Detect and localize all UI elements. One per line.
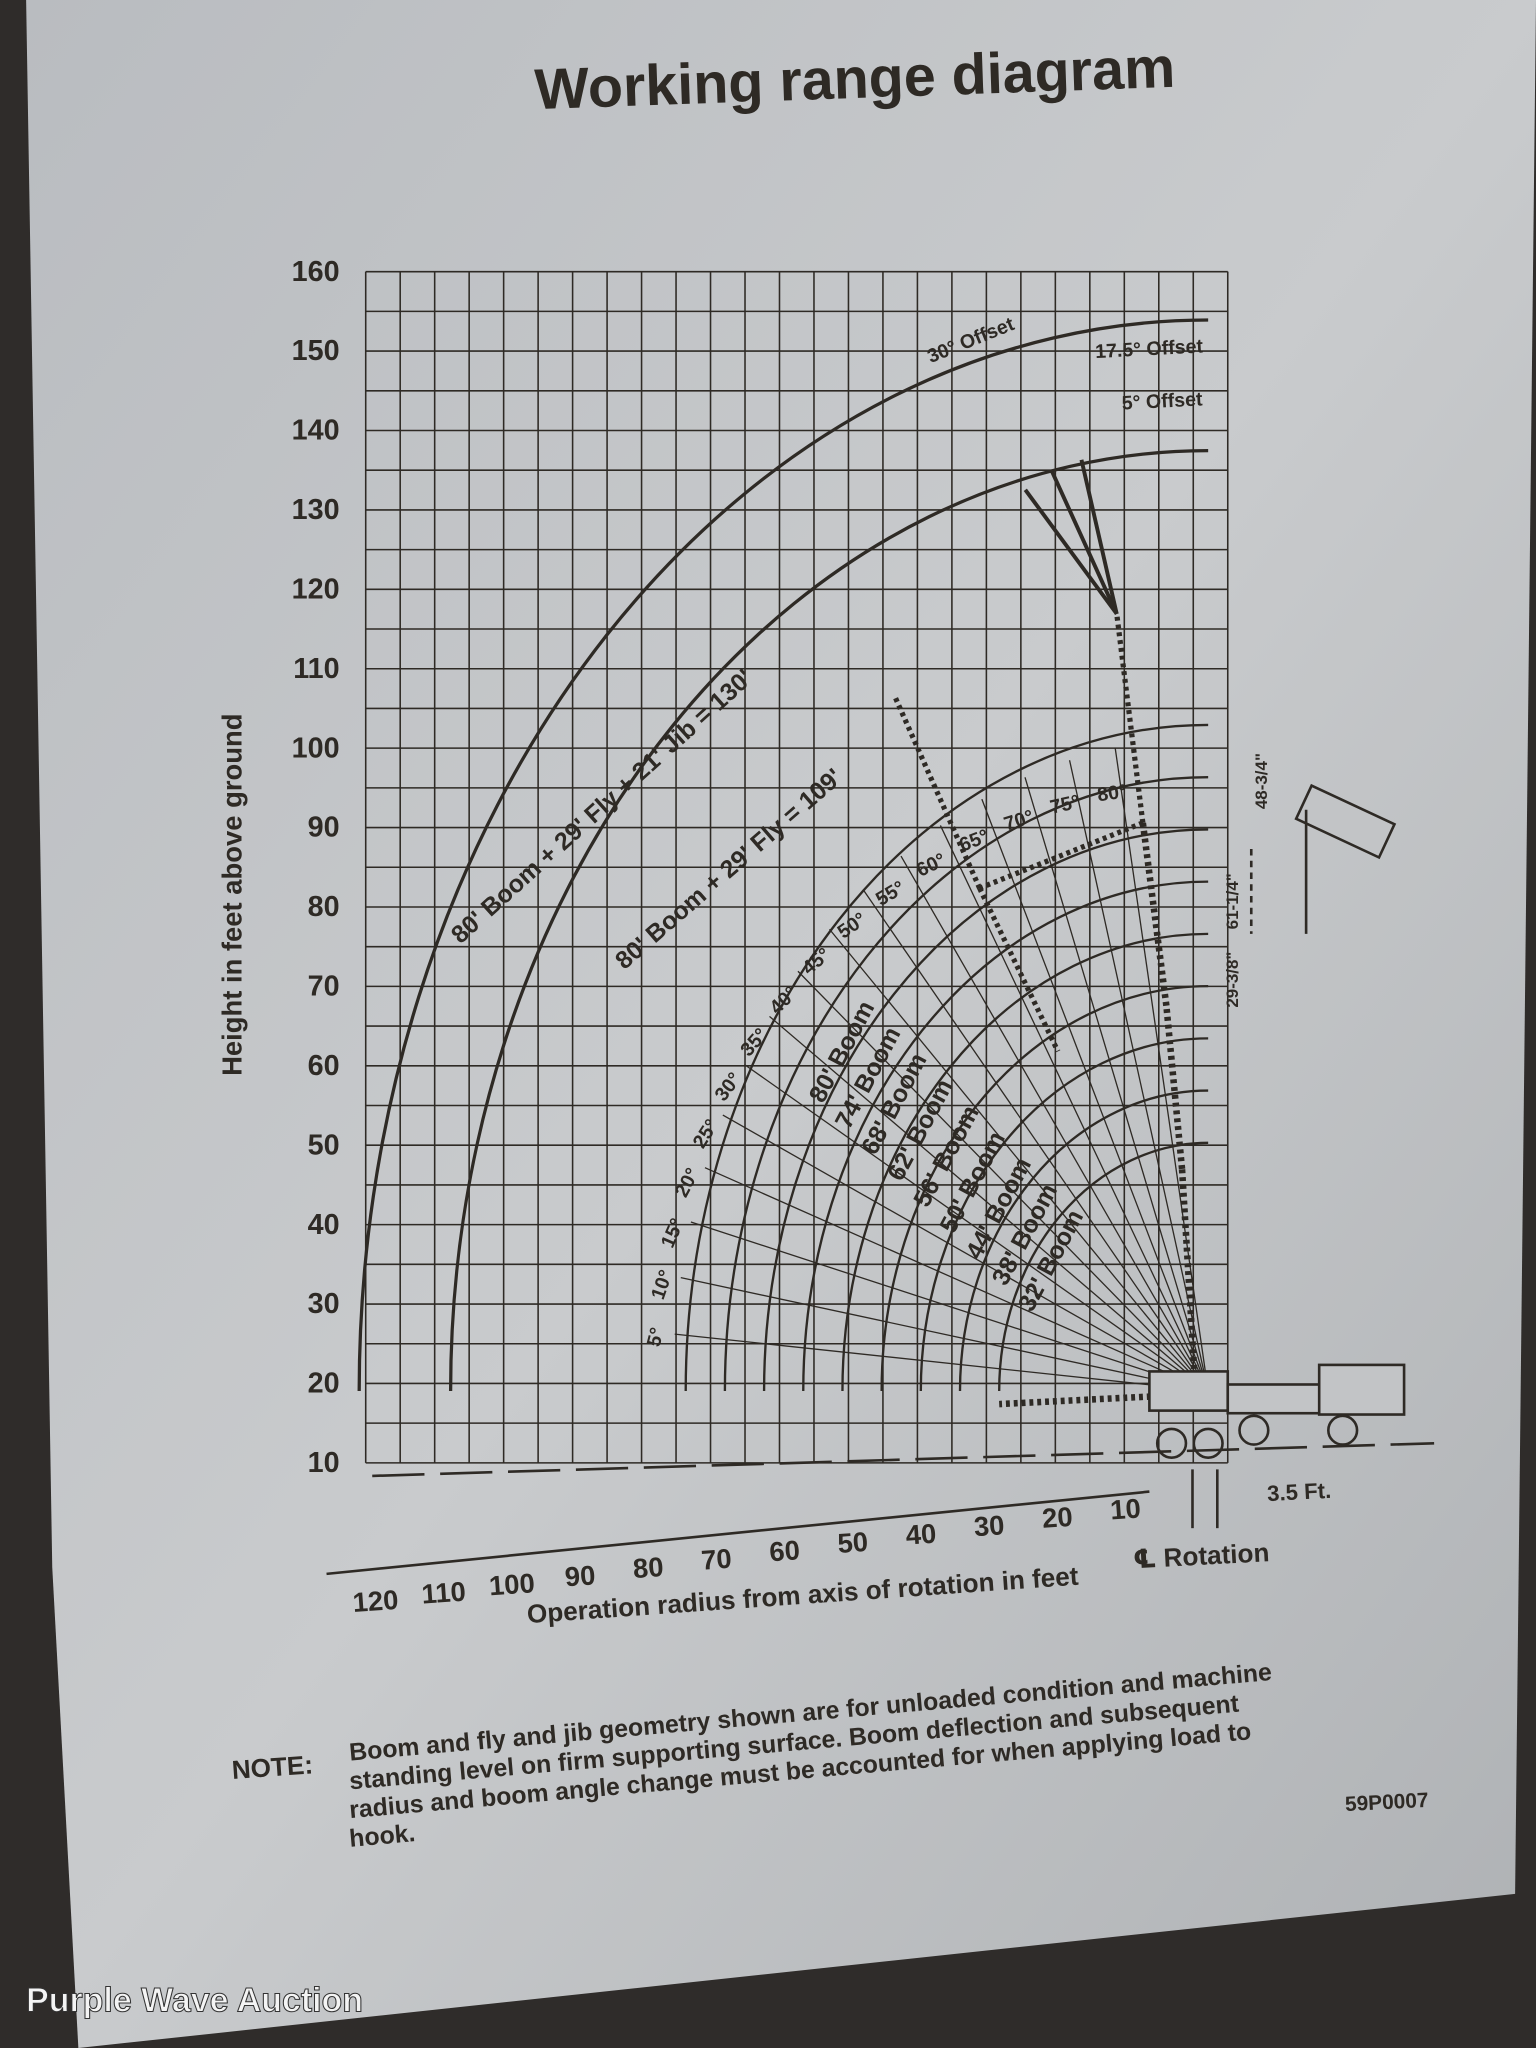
angle-line (863, 890, 1209, 1392)
y-tick-label: 20 (308, 1368, 340, 1400)
y-axis-label: Height in feet above ground (217, 713, 248, 1075)
boom-50 (1163, 1005, 1186, 1170)
angle-label: 80° (1096, 780, 1128, 806)
angle-line (704, 1167, 1209, 1392)
cab (1317, 1363, 1406, 1416)
range-arc (723, 775, 1209, 1392)
angle-line (769, 1015, 1209, 1392)
y-tick-label: 90 (308, 812, 340, 844)
range-arc (448, 448, 1209, 1392)
angle-line (690, 1221, 1209, 1392)
angle-line (1068, 760, 1209, 1392)
y-tick-label: 10 (308, 1447, 340, 1479)
ground-line (372, 1441, 1435, 1478)
carrier (1226, 1383, 1334, 1415)
rotation-label: ℄ Rotation (1132, 1537, 1270, 1574)
note-label: NOTE: (231, 1749, 314, 1785)
range-arc (998, 1141, 1209, 1392)
angle-line (797, 970, 1209, 1392)
range-arc (841, 932, 1209, 1392)
wheel (1192, 1427, 1224, 1459)
angle-line (744, 1063, 1209, 1392)
jib-5 (1079, 459, 1119, 615)
jib-30 (1023, 488, 1119, 616)
angle-line (900, 855, 1209, 1392)
note-line: hook. (348, 1820, 416, 1853)
watermark: Purple Wave Auction (26, 1981, 363, 2019)
x-tick-label: 120 (352, 1584, 400, 1618)
crane-base (1148, 1370, 1230, 1412)
angle-line (828, 928, 1209, 1392)
y-tick-label: 80 (308, 891, 340, 923)
angle-line (1114, 747, 1209, 1392)
x-tick-label: 100 (488, 1567, 536, 1601)
hook-dim: 29-3/8" (1223, 952, 1242, 1008)
boom-horizontal (999, 1391, 1183, 1408)
code: 59P0007 (1344, 1789, 1429, 1816)
y-tick-label: 30 (308, 1288, 340, 1320)
angle-line (680, 1276, 1209, 1392)
x-tick-label: 90 (564, 1559, 597, 1592)
fly-stowed (977, 887, 1061, 1053)
angle-label: 5° (643, 1325, 669, 1349)
y-tick-label: 120 (292, 573, 340, 605)
y-tick-label: 110 (293, 653, 339, 685)
hook-block (1294, 783, 1397, 860)
x-tick-label: 10 (1109, 1492, 1142, 1525)
range-arc (357, 318, 1209, 1392)
range-arc (762, 828, 1209, 1392)
y-tick-label: 160 (292, 256, 340, 288)
x-tick-label: 60 (768, 1534, 801, 1567)
range-arc (802, 880, 1209, 1392)
jib-low (892, 695, 982, 890)
wheel (1238, 1414, 1270, 1446)
angle-line (939, 825, 1209, 1392)
offset-distance: 3.5 Ft. (1267, 1478, 1332, 1506)
y-tick-label: 70 (308, 971, 340, 1003)
x-tick-label: 80 (632, 1551, 665, 1584)
y-tick-label: 40 (308, 1209, 340, 1241)
range-arc (880, 984, 1209, 1392)
y-tick-label: 150 (292, 335, 340, 367)
x-tick-label: 70 (700, 1543, 733, 1576)
y-tick-label: 50 (308, 1129, 340, 1161)
hook-dim: 48-3/4" (1252, 753, 1271, 809)
offset-label: 5° Offset (1121, 388, 1203, 414)
y-tick-label: 140 (292, 415, 340, 447)
x-tick-label: 20 (1041, 1501, 1074, 1534)
x-tick-label: 110 (421, 1576, 467, 1610)
angle-line (674, 1333, 1209, 1392)
angle-line (981, 798, 1209, 1392)
wheel (1327, 1414, 1359, 1446)
grid (364, 270, 1229, 1464)
fly (1114, 613, 1146, 824)
y-tick-label: 60 (308, 1050, 340, 1082)
x-tick-label: 40 (905, 1518, 938, 1551)
range-arcs (357, 318, 1209, 1392)
jib-17 (1049, 469, 1119, 615)
x-tick-label: 30 (973, 1509, 1006, 1542)
hook-dim: 61-1/4" (1223, 873, 1242, 929)
range-arc (919, 1037, 1209, 1392)
x-tick-label: 50 (836, 1526, 869, 1559)
angle-line (722, 1114, 1209, 1392)
y-tick-label: 100 (292, 732, 340, 764)
range-arc (684, 723, 1209, 1392)
range-arc (958, 1089, 1209, 1392)
angle-line (1024, 777, 1209, 1392)
fly-low (978, 820, 1144, 891)
x-axis-line (326, 1490, 1150, 1576)
crane-drawing (326, 459, 1435, 1576)
y-tick-label: 130 (292, 494, 340, 526)
wheel (1155, 1427, 1188, 1459)
